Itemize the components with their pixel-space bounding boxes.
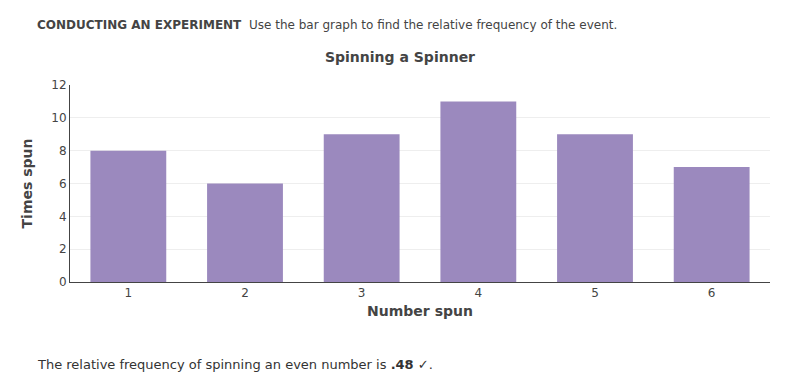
svg-text:2: 2 bbox=[241, 286, 249, 300]
svg-text:10: 10 bbox=[51, 111, 66, 125]
svg-text:8: 8 bbox=[59, 144, 67, 158]
svg-text:4: 4 bbox=[475, 286, 483, 300]
svg-text:6: 6 bbox=[708, 286, 716, 300]
svg-text:Times spun: Times spun bbox=[19, 139, 35, 229]
svg-text:0: 0 bbox=[59, 275, 67, 289]
svg-text:CONDUCTING AN EXPERIMENT Use: CONDUCTING AN EXPERIMENT Use the bar gra… bbox=[37, 18, 617, 32]
svg-text:1: 1 bbox=[125, 286, 133, 300]
svg-text:The relative frequency of spin: The relative frequency of spinning an ev… bbox=[37, 357, 433, 372]
svg-text:3: 3 bbox=[358, 286, 366, 300]
svg-text:Spinning a Spinner: Spinning a Spinner bbox=[325, 49, 475, 65]
svg-text:2: 2 bbox=[59, 242, 67, 256]
svg-text:12: 12 bbox=[51, 78, 66, 92]
svg-text:5: 5 bbox=[591, 286, 599, 300]
svg-text:6: 6 bbox=[59, 177, 67, 191]
svg-text:4: 4 bbox=[59, 210, 67, 224]
svg-text:Number spun: Number spun bbox=[367, 303, 473, 319]
